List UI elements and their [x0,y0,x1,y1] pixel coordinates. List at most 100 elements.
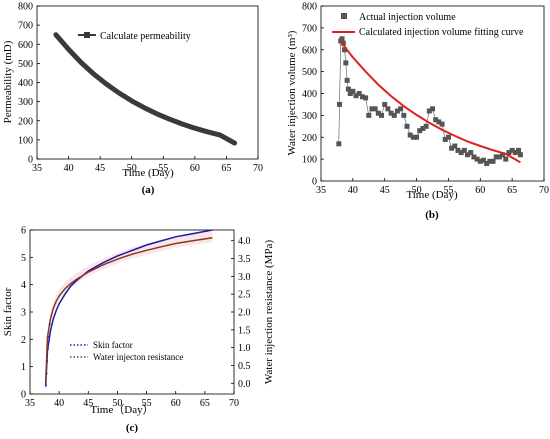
y2-tick-label: 3.5 [238,254,251,265]
data-point-actual-injection [426,108,432,114]
y2-tick-label: 0.5 [238,361,251,372]
y-tick-label: 0 [312,177,317,188]
y2-tick-label: 1.0 [238,343,251,354]
data-point-skin-factor [45,372,48,375]
data-point-actual-injection [350,88,356,94]
y2-tick-label: 2.0 [238,308,251,319]
data-point-actual-injection [449,145,455,151]
data-point-actual-injection [404,123,410,129]
y-tick-label: 700 [302,23,317,34]
y-tick-label: 400 [302,89,317,100]
data-point-actual-injection [433,117,439,123]
y-tick-label: 700 [18,21,33,32]
resistance-band [45,231,213,386]
legend-c: Skin factor Water injecton resistance [70,340,183,362]
data-point-actual-injection [480,157,486,163]
x-tick-label: 45 [83,398,93,409]
x-tick-label: 50 [412,185,422,196]
data-point-actual-injection [385,106,391,112]
data-point-actual-injection [430,106,435,112]
data-point-actual-injection [382,101,388,107]
data-point-actual-injection [420,126,426,131]
y2-tick-label: 0.0 [238,379,251,390]
y-axis-label-b: Water injection volume (m³) [286,30,298,155]
data-point-actual-injection [439,121,445,127]
data-point-actual-injection [375,110,381,116]
data-point-actual-injection [452,143,458,149]
x-tick-label: 60 [190,163,200,174]
data-point-actual-injection [509,147,515,153]
panel-label-a: (a) [142,184,155,196]
y-tick-label: 6 [21,226,26,237]
y-tick-label: 400 [18,78,33,89]
y-tick-label: 0 [28,155,33,166]
data-point-actual-injection [339,36,345,42]
data-point-actual-injection [484,161,490,166]
x-tick-label: 70 [253,163,263,174]
data-point-actual-injection [477,158,483,164]
data-point-skin-factor [46,360,49,363]
y-tick-label: 200 [302,133,317,144]
data-point-actual-injection [493,154,499,160]
data-point-actual-injection [436,119,442,125]
data-point-actual-injection [442,136,448,142]
y-tick-label: 800 [302,2,317,13]
data-point-actual-injection [359,94,365,100]
data-point-actual-injection [517,152,523,158]
y-tick-label: 1 [21,362,26,373]
legend-label-b-actual: Actual injection volume [359,12,456,23]
y-tick-label: 600 [302,45,317,56]
x-tick-label: 40 [64,163,74,174]
data-point-skin-factor [48,323,51,326]
y-tick-label: 600 [18,40,33,51]
data-point-actual-injection [410,134,416,140]
data-point-actual-injection [512,150,518,156]
x-tick-label: 45 [380,185,390,196]
y-tick-label: 4 [21,280,26,291]
data-point-actual-injection [343,60,349,66]
data-point-actual-injection [379,112,385,118]
y2-axis-label-c: Water injection resistance (MPa) [263,240,275,385]
x-tick-label: 40 [54,398,64,409]
y-tick-label: 0 [21,390,26,401]
data-point-actual-injection [388,110,394,116]
x-tick-label: 60 [475,185,485,196]
panel-a: 35 40 45 50 55 60 65 70010020030040050060070080… [2,2,263,197]
legend-label-c-skin: Skin factor [93,340,133,350]
x-tick-label: 65 [507,185,517,196]
y2-tick-label: 1.5 [238,325,251,336]
data-point-actual-injection [347,91,353,96]
y2-tick-label: 2.5 [238,290,251,301]
data-point-actual-injection [468,150,474,156]
x-tick-label: 55 [443,185,453,196]
data-point-actual-injection [340,40,346,46]
data-point-actual-injection [398,106,404,112]
data-point-actual-injection [465,152,471,158]
y-axis-label-a: Permeability (mD) [2,40,14,123]
panel-c: 35 40 45 50 55 60 65 7001234560.00.51.01.52.02.… [2,226,275,435]
y-tick-label: 500 [302,67,317,78]
data-point-actual-injection [417,128,423,134]
data-point-actual-injection [496,154,502,160]
data-point-actual-injection [391,112,397,118]
y2-tick-label: 3.0 [238,272,251,283]
x-tick-label: 70 [229,398,239,409]
data-point-actual-injection [414,134,420,140]
legend-label-b-fit: Calculated injection volume fitting curv… [359,27,524,38]
data-point-actual-injection [336,101,342,107]
data-point-skin-factor [47,348,49,350]
x-tick-label: 50 [127,163,137,174]
x-tick-label: 45 [95,163,105,174]
x-tick-label: 40 [348,185,358,196]
data-point-actual-injection [503,156,509,162]
series-line-actual-injection [338,38,521,164]
data-point-skin-factor [45,384,47,387]
x-axis-label-b: Time (Day) [406,189,458,201]
series-line-permeability [53,32,238,146]
data-point-actual-injection [487,158,493,164]
data-point-actual-injection [344,77,350,83]
data-point-actual-injection [394,108,400,114]
data-point-actual-injection [471,154,477,160]
data-point-actual-injection [336,141,342,147]
